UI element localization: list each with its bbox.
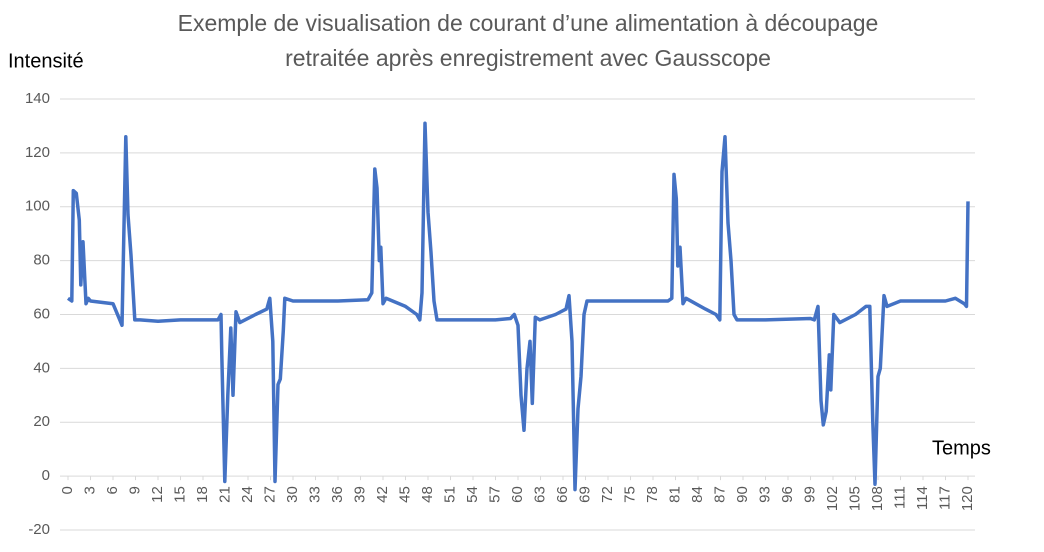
x-tick-label: 111 — [891, 486, 908, 509]
y-tick-label: 60 — [33, 305, 50, 322]
y-tick-label: 100 — [25, 198, 50, 215]
x-tick-label: 54 — [464, 486, 481, 503]
y-tick-label: 40 — [33, 359, 50, 376]
x-tick-label: 105 — [846, 486, 863, 511]
x-tick-label: 42 — [374, 486, 391, 503]
chart-title: Exemple de visualisation de courant d’un… — [178, 10, 879, 36]
y-tick-label: 20 — [33, 413, 50, 430]
x-tick-label: 102 — [824, 486, 841, 511]
y-axis-label: Intensité — [8, 50, 84, 72]
x-tick-label: 27 — [261, 486, 278, 503]
x-tick-label: 117 — [936, 486, 953, 510]
chart-title: retraitée après enregistrement avec Gaus… — [285, 45, 771, 71]
x-tick-label: 93 — [756, 486, 773, 503]
y-tick-label: 140 — [25, 90, 50, 107]
x-tick-label: 51 — [441, 486, 458, 503]
x-tick-label: 3 — [81, 486, 98, 494]
x-tick-label: 45 — [396, 486, 413, 503]
x-tick-label: 75 — [621, 486, 638, 503]
y-tick-label: 80 — [33, 252, 50, 269]
x-tick-label: 69 — [576, 486, 593, 503]
line-series — [66, 121, 970, 492]
x-tick-label: 78 — [644, 486, 661, 503]
x-tick-label: 30 — [284, 486, 301, 503]
x-tick-label: 96 — [779, 486, 796, 503]
x-tick-label: 18 — [194, 486, 211, 503]
x-tick-label: 81 — [666, 486, 683, 503]
x-tick-label: 108 — [869, 486, 886, 511]
x-tick-label: 57 — [486, 486, 503, 503]
x-tick-label: 87 — [711, 486, 728, 503]
x-tick-label: 120 — [959, 486, 976, 511]
x-tick-label: 66 — [554, 486, 571, 503]
x-tick-label: 21 — [216, 486, 233, 503]
x-tick-label: 39 — [351, 486, 368, 503]
x-tick-label: 72 — [599, 486, 616, 503]
x-tick-label: 48 — [419, 486, 436, 503]
x-tick-label: 36 — [329, 486, 346, 503]
x-tick-label: 9 — [126, 486, 143, 494]
y-tick-label: 0 — [42, 467, 50, 484]
y-tick-label: -20 — [28, 521, 50, 538]
x-tick-label: 90 — [734, 486, 751, 503]
x-tick-label: 33 — [306, 486, 323, 503]
x-tick-label: 24 — [239, 486, 256, 503]
x-tick-label: 63 — [531, 486, 548, 503]
x-tick-label: 60 — [509, 486, 526, 503]
x-tick-label: 0 — [59, 486, 76, 494]
y-tick-label: 120 — [25, 144, 50, 161]
x-tick-label: 12 — [149, 486, 166, 503]
x-tick-label: 15 — [171, 486, 188, 503]
x-tick-label: 114 — [914, 486, 931, 510]
x-axis-label: Temps — [932, 437, 991, 459]
x-tick-label: 6 — [104, 486, 121, 494]
x-tick-label: 84 — [689, 486, 706, 503]
x-tick-label: 99 — [801, 486, 818, 503]
